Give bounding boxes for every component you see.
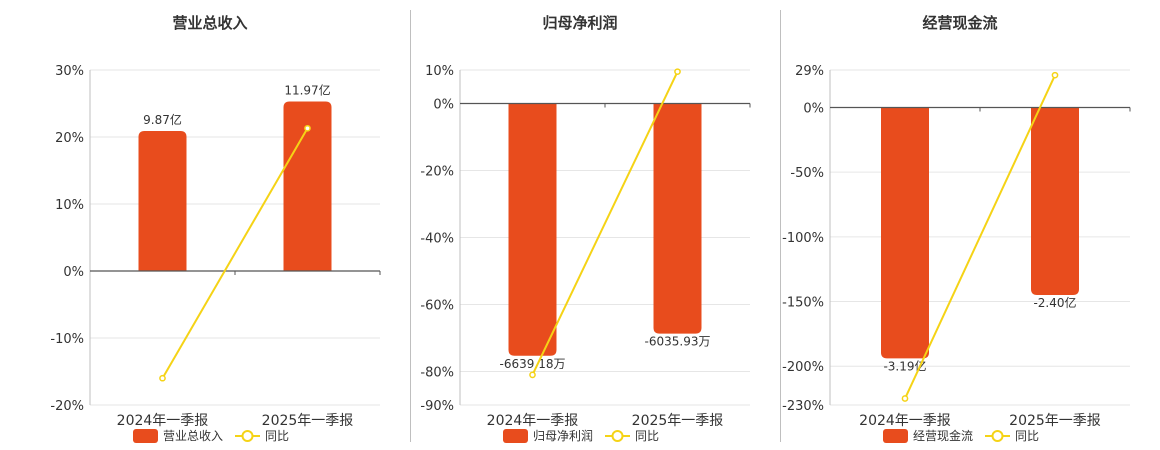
yoy-point[interactable] (674, 68, 681, 76)
chart-panel-2: 归母净利润 10% 0% -20% -40% -60% -80% -90% -6639.18万 -… (420, 14, 751, 443)
y-tick-label: -50% (790, 166, 824, 181)
y-tick-label: -200% (782, 360, 824, 375)
chart-panel-1: 营业总收入 30% 20% 10% 0% -10% -20% 9.87亿 11.97亿 2024年… (50, 14, 381, 443)
bar[interactable] (138, 130, 187, 271)
y-tick-label: 0% (433, 98, 454, 113)
x-tick-label: 2025年一季报 (262, 413, 354, 429)
y-tick-label: -40% (420, 232, 454, 247)
y-tick-label: -100% (782, 231, 824, 246)
y-tick-label: 20% (55, 131, 84, 146)
bar-data-label: -3.19亿 (883, 358, 926, 373)
legend-label: 同比 (265, 429, 289, 443)
bar-data-label: 11.97亿 (284, 82, 330, 97)
bar[interactable] (881, 107, 929, 359)
legend-label: 经营现金流 (913, 428, 973, 443)
chart-panel-3: 经营现金流 29% 0% -50% -100% -150% -200% -230% -3.19亿… (782, 14, 1131, 443)
y-tick-label: -10% (50, 332, 84, 347)
legend-label: 归母净利润 (533, 429, 593, 443)
y-tick-label: -60% (420, 299, 454, 314)
legend-swatch-bar[interactable] (883, 429, 908, 443)
yoy-line (161, 127, 309, 379)
legend-marker (611, 430, 624, 442)
y-tick-label: 30% (55, 64, 84, 79)
y-tick-label: -90% (420, 399, 454, 414)
y-tick-label: 10% (55, 198, 84, 213)
bar[interactable] (283, 101, 332, 272)
bar-data-label: -6035.93万 (645, 335, 711, 349)
bar-data-label: -6639.18万 (500, 357, 566, 371)
panel-divider-1 (410, 10, 411, 442)
bar[interactable] (653, 103, 702, 334)
x-tick-label: 2024年一季报 (859, 413, 951, 429)
legend-swatch-bar[interactable] (133, 429, 158, 443)
yoy-point[interactable] (1051, 71, 1059, 79)
chart-title: 经营现金流 (922, 14, 997, 32)
x-tick-label: 2024年一季报 (117, 413, 209, 429)
y-tick-label: -230% (782, 399, 824, 414)
y-tick-label: -20% (420, 165, 454, 180)
legend-marker (991, 430, 1004, 442)
y-tick-label: 10% (425, 64, 454, 79)
x-tick-label: 2024年一季报 (487, 413, 579, 429)
chart-title: 归母净利润 (542, 14, 617, 32)
y-tick-label: -20% (50, 399, 84, 414)
yoy-point[interactable] (901, 395, 909, 402)
y-tick-label: -80% (420, 366, 454, 381)
yoy-point[interactable] (304, 124, 311, 132)
bar-data-label: -2.40亿 (1033, 295, 1076, 310)
yoy-point[interactable] (159, 374, 166, 382)
yoy-line (904, 74, 1056, 399)
chart-title: 营业总收入 (172, 14, 247, 32)
bar[interactable] (508, 103, 557, 356)
y-tick-label: -150% (782, 296, 824, 311)
yoy-point[interactable] (529, 371, 536, 379)
y-tick-label: 29% (795, 64, 824, 79)
yoy-line (531, 71, 679, 376)
legend-swatch-bar[interactable] (503, 429, 528, 443)
panel-divider-2 (780, 10, 781, 442)
legend-label: 同比 (1015, 429, 1039, 443)
x-tick-label: 2025年一季报 (632, 413, 724, 429)
bar[interactable] (1031, 107, 1079, 296)
y-tick-label: 0% (63, 265, 84, 280)
legend-marker (241, 430, 254, 442)
legend-label: 营业总收入 (163, 429, 223, 443)
x-tick-label: 2025年一季报 (1009, 413, 1101, 429)
legend-label: 同比 (635, 429, 659, 443)
y-tick-label: 0% (803, 102, 824, 117)
bar-data-label: 9.87亿 (143, 112, 182, 127)
